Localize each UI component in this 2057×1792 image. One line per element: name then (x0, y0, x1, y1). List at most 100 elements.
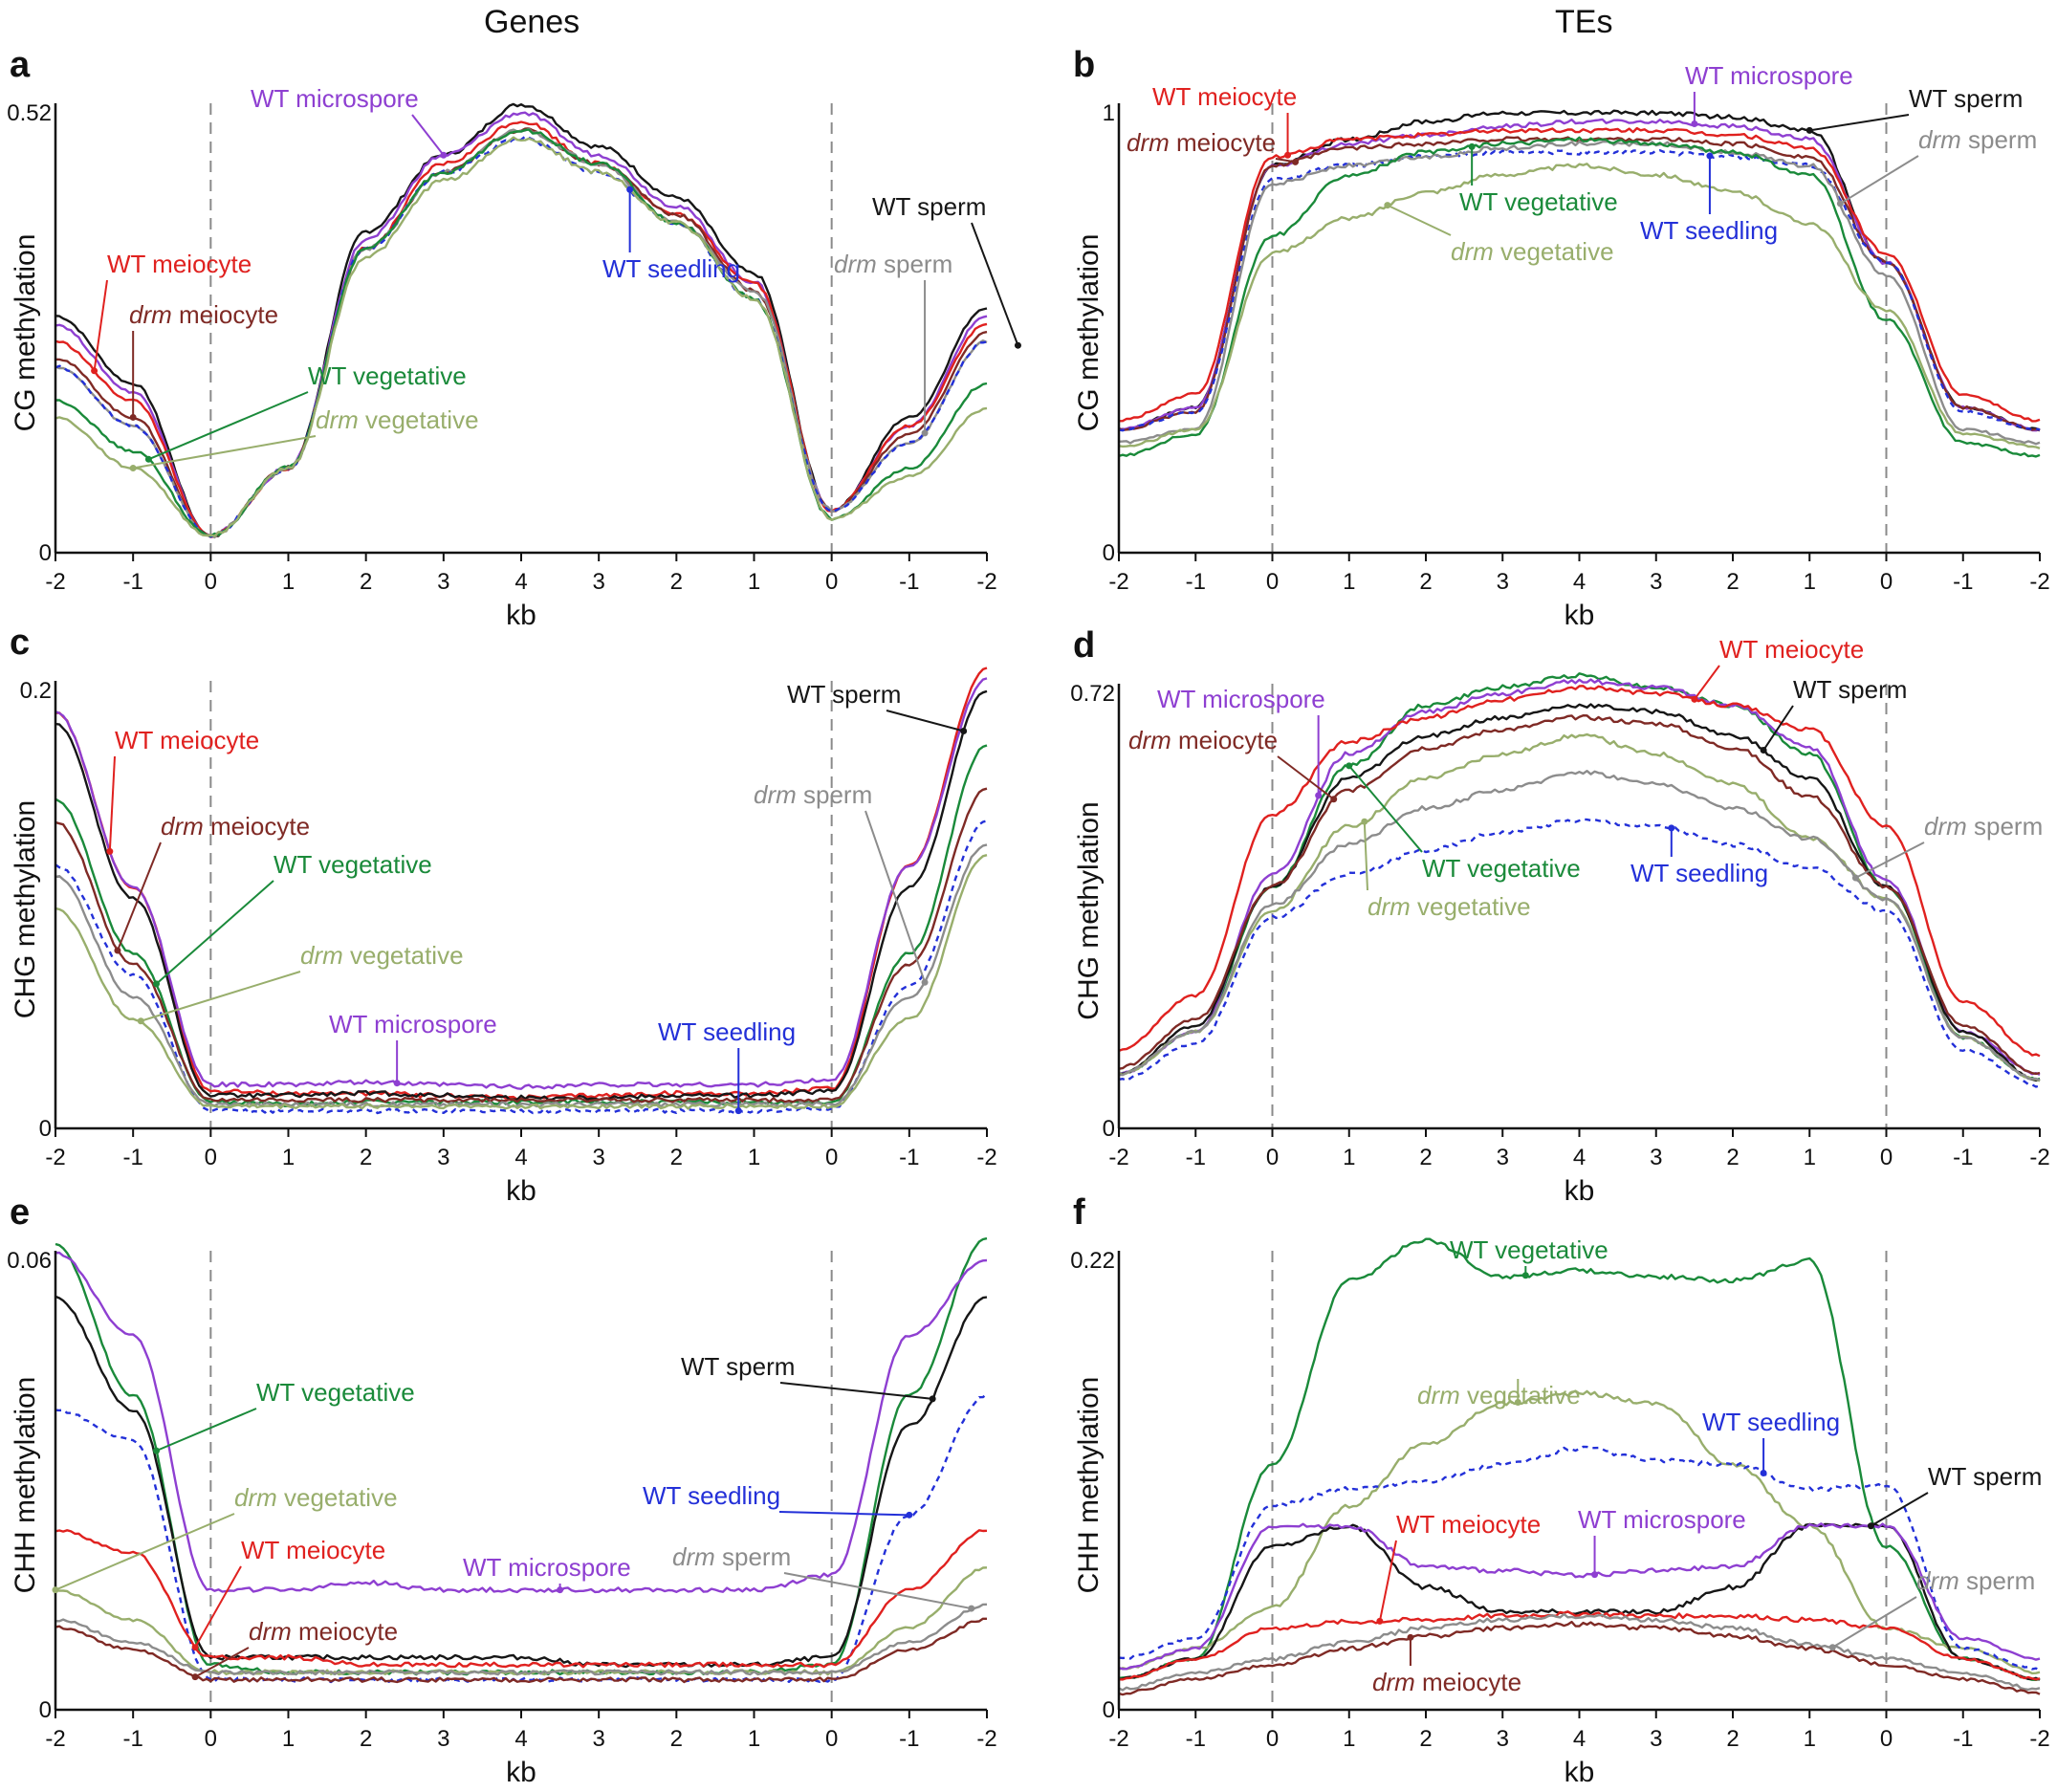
x-tick-label: 1 (748, 1145, 760, 1170)
x-tick-label: -2 (1108, 1145, 1128, 1170)
annotation-arrowhead (1315, 792, 1323, 799)
series-line-wt-seedling (1118, 149, 2041, 432)
y-axis-label: CHH methylation (10, 1377, 41, 1594)
series-annotation: WT seedling (658, 1017, 796, 1046)
annotation-arrowhead (557, 1586, 564, 1594)
series-annotation: drm sperm (754, 780, 872, 809)
annotation-arrowhead (626, 186, 634, 193)
series-annotation: drm vegetative (300, 941, 464, 970)
series-line-wt-microspore (55, 1251, 988, 1594)
panel-b: b -2 -1 0 1 2 3 4 3 2 1 0 -1 -2 kb 0 1 CG methylation WT m… (1073, 45, 2050, 631)
series-annotation: WT meiocyte (1152, 82, 1297, 111)
x-tick-label: 1 (282, 1145, 295, 1170)
series-line-wt-sperm (1118, 1522, 2041, 1681)
series-annotation: WT meiocyte (1719, 635, 1864, 664)
x-tick-label: 2 (1726, 1145, 1739, 1170)
annotation-pointer (971, 222, 1019, 346)
series-line-drm-meiocyte (55, 787, 988, 1104)
y-tick-label: 0 (1103, 1116, 1115, 1142)
x-tick-label: 4 (1573, 1726, 1586, 1752)
annotation-arrowhead (1867, 1522, 1874, 1530)
series-annotation: WT vegetative (1450, 1235, 1608, 1264)
annotation-pointer (1854, 841, 1925, 879)
panel-letter: e (10, 1192, 30, 1233)
annotation-arrowhead (1514, 1399, 1521, 1407)
series-line-wt-meiocyte (1118, 1610, 2041, 1681)
x-tick-label: 2 (1419, 569, 1432, 595)
x-tick-label: -2 (45, 1726, 65, 1752)
series-annotation: WT meiocyte (107, 250, 252, 278)
series-annotation: drm meiocyte (249, 1617, 398, 1646)
series-line-drm-meiocyte (55, 1617, 987, 1684)
x-tick-label: 3 (1650, 1726, 1662, 1752)
x-tick-label: 2 (670, 1145, 683, 1170)
series-line-wt-meiocyte (55, 1529, 988, 1669)
annotation-arrowhead (960, 727, 968, 734)
annotation-pointer (93, 279, 108, 371)
series-annotation: WT microspore (1685, 61, 1853, 90)
series-annotation: WT meiocyte (1396, 1510, 1541, 1539)
x-tick-label: 1 (748, 1726, 760, 1752)
x-tick-label: 0 (1266, 1726, 1279, 1752)
series-annotation: drm meiocyte (129, 300, 278, 329)
x-tick-label: 4 (514, 1145, 527, 1170)
y-tick-label: 0.52 (7, 100, 52, 126)
series-line-wt-seedling (1118, 1445, 2041, 1672)
annotation-arrowhead (921, 978, 929, 986)
series-annotation: WT microspore (329, 1010, 497, 1038)
panel-a: a -2 -1 0 1 2 3 4 3 2 1 0 -1 -2 kb 0 0.52 CG methylation W… (7, 45, 1021, 631)
annotation-pointer (1277, 755, 1335, 800)
x-tick-label: 3 (1497, 1726, 1509, 1752)
annotation-arrowhead (734, 1107, 742, 1115)
series-line-wt-microspore (1118, 678, 2041, 1077)
x-tick-label: -2 (976, 569, 996, 595)
series-line-wt-vegetative (1118, 136, 2041, 458)
series-line-drm-meiocyte (1118, 1620, 2041, 1696)
x-tick-label: 2 (1726, 1726, 1739, 1752)
series-line-drm-sperm (55, 843, 988, 1108)
tes-column-title: TEs (1555, 4, 1613, 40)
x-tick-label: 2 (360, 569, 372, 595)
series-line-drm-sperm (1118, 770, 2041, 1082)
series-annotation: drm sperm (1916, 1566, 2035, 1595)
annotation-pointer (1839, 155, 1919, 205)
x-tick-label: 3 (592, 1726, 604, 1752)
annotation-arrowhead (137, 1017, 144, 1025)
series-annotation: drm meiocyte (1372, 1668, 1521, 1696)
x-tick-label: -2 (2029, 1726, 2049, 1752)
series-annotation: drm vegetative (1451, 237, 1614, 266)
annotation-pointer (117, 841, 162, 951)
series-line-drm-sperm (55, 1603, 988, 1676)
series-line-drm-sperm (1118, 140, 2041, 446)
x-tick-label: 0 (205, 569, 217, 595)
x-axis-label: kb (506, 1175, 536, 1207)
series-line-drm-vegetative (55, 136, 988, 537)
annotation-pointer (148, 391, 309, 461)
series-line-drm-meiocyte (55, 127, 988, 537)
series-line-wt-microspore (1118, 1522, 2041, 1671)
annotation-pointer (783, 1572, 972, 1610)
series-line-wt-seedling (55, 1392, 988, 1684)
annotation-arrowhead (1284, 151, 1292, 159)
series-annotation: WT meiocyte (115, 726, 259, 754)
x-tick-label: -2 (1108, 1726, 1128, 1752)
x-tick-label: -1 (1953, 1726, 1973, 1752)
annotation-arrowhead (1292, 158, 1300, 165)
annotation-pointer (55, 1513, 235, 1591)
series-line-wt-seedling (1118, 818, 2041, 1088)
series-line-wt-sperm (1118, 703, 2041, 1082)
series-annotation: WT microspore (463, 1553, 631, 1582)
x-tick-label: 4 (1573, 1145, 1586, 1170)
x-tick-label: -2 (45, 1145, 65, 1170)
series-line-wt-vegetative (55, 1236, 988, 1676)
series-annotation: WT vegetative (274, 850, 432, 879)
series-annotation: drm meiocyte (1128, 726, 1278, 754)
series-annotation: drm meiocyte (161, 812, 310, 841)
x-tick-label: 1 (282, 569, 295, 595)
x-tick-label: -1 (122, 1145, 142, 1170)
panel-d: d -2 -1 0 1 2 3 4 3 2 1 0 -1 -2 kb 0 0.72 CHG methylation… (1070, 625, 2049, 1207)
series-line-wt-vegetative (55, 744, 988, 1107)
x-tick-label: 4 (1573, 569, 1586, 595)
x-tick-label: 0 (1880, 1726, 1893, 1752)
